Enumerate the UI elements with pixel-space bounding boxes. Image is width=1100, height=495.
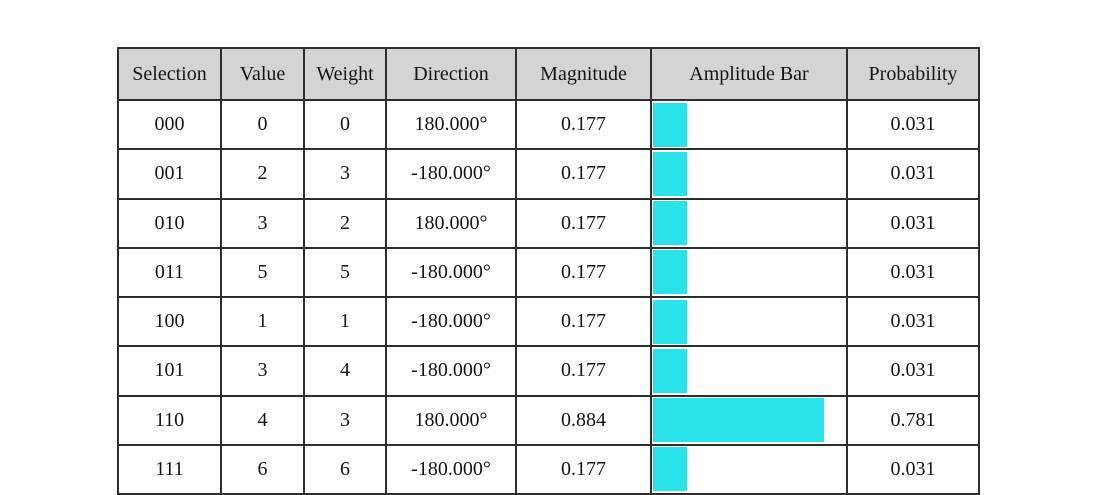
cell-direction: -180.000° xyxy=(385,148,517,200)
cell-amplitude-bar xyxy=(650,246,848,299)
cell-magnitude: 0.177 xyxy=(515,148,652,200)
cell-amplitude-bar xyxy=(650,443,848,495)
cell-value: 2 xyxy=(220,148,305,200)
cell-value: 6 xyxy=(220,443,305,495)
cell-amplitude-bar xyxy=(650,197,848,249)
col-header-amplitude_bar: Amplitude Bar xyxy=(650,47,848,101)
col-header-value: Value xyxy=(220,47,305,101)
cell-direction: -180.000° xyxy=(385,345,517,397)
cell-value: 4 xyxy=(220,394,305,446)
cell-direction: 180.000° xyxy=(385,394,517,446)
cell-selection: 100 xyxy=(117,295,222,348)
cell-value: 5 xyxy=(220,246,305,299)
cell-selection: 010 xyxy=(117,197,222,249)
cell-amplitude-bar xyxy=(650,394,848,446)
cell-probability: 0.781 xyxy=(846,394,980,446)
col-header-magnitude: Magnitude xyxy=(515,47,652,101)
cell-selection: 111 xyxy=(117,443,222,495)
cell-probability: 0.031 xyxy=(846,148,980,200)
cell-probability: 0.031 xyxy=(846,443,980,495)
table-row: 011 5 5 -180.000° 0.177 0.031 xyxy=(117,246,980,299)
col-header-probability: Probability xyxy=(846,47,980,101)
amplitude-table: Selection Value Weight Direction Magnitude Am… xyxy=(117,47,980,495)
cell-magnitude: 0.177 xyxy=(515,197,652,249)
cell-weight: 4 xyxy=(303,345,387,397)
cell-value: 3 xyxy=(220,345,305,397)
table-row: 001 2 3 -180.000° 0.177 0.031 xyxy=(117,148,980,200)
amplitude-bar xyxy=(653,250,688,295)
cell-weight: 2 xyxy=(303,197,387,249)
cell-direction: -180.000° xyxy=(385,246,517,299)
cell-probability: 0.031 xyxy=(846,295,980,348)
cell-value: 0 xyxy=(220,98,305,151)
cell-direction: 180.000° xyxy=(385,197,517,249)
cell-amplitude-bar xyxy=(650,148,848,200)
cell-probability: 0.031 xyxy=(846,246,980,299)
col-header-weight: Weight xyxy=(303,47,387,101)
table-row: 000 0 0 180.000° 0.177 0.031 xyxy=(117,98,980,151)
cell-direction: 180.000° xyxy=(385,98,517,151)
cell-weight: 3 xyxy=(303,148,387,200)
cell-amplitude-bar xyxy=(650,98,848,151)
cell-weight: 5 xyxy=(303,246,387,299)
table-row: 010 3 2 180.000° 0.177 0.031 xyxy=(117,197,980,249)
cell-probability: 0.031 xyxy=(846,345,980,397)
cell-value: 3 xyxy=(220,197,305,249)
table-row: 111 6 6 -180.000° 0.177 0.031 xyxy=(117,443,980,495)
cell-magnitude: 0.177 xyxy=(515,295,652,348)
cell-direction: -180.000° xyxy=(385,295,517,348)
amplitude-bar xyxy=(653,299,688,344)
amplitude-bar xyxy=(653,151,688,196)
amplitude-bar xyxy=(653,447,688,492)
cell-magnitude: 0.884 xyxy=(515,394,652,446)
cell-selection: 110 xyxy=(117,394,222,446)
cell-selection: 000 xyxy=(117,98,222,151)
col-header-direction: Direction xyxy=(385,47,517,101)
cell-weight: 6 xyxy=(303,443,387,495)
cell-selection: 011 xyxy=(117,246,222,299)
cell-amplitude-bar xyxy=(650,295,848,348)
cell-weight: 1 xyxy=(303,295,387,348)
cell-probability: 0.031 xyxy=(846,197,980,249)
amplitude-bar xyxy=(653,102,688,147)
cell-magnitude: 0.177 xyxy=(515,345,652,397)
cell-weight: 0 xyxy=(303,98,387,151)
table-row: 110 4 3 180.000° 0.884 0.781 xyxy=(117,394,980,446)
amplitude-bar xyxy=(653,201,688,246)
cell-amplitude-bar xyxy=(650,345,848,397)
amplitude-bar xyxy=(653,348,688,393)
cell-direction: -180.000° xyxy=(385,443,517,495)
cell-selection: 001 xyxy=(117,148,222,200)
table-header-row: Selection Value Weight Direction Magnitude Am… xyxy=(117,47,980,101)
cell-selection: 101 xyxy=(117,345,222,397)
cell-probability: 0.031 xyxy=(846,98,980,151)
cell-weight: 3 xyxy=(303,394,387,446)
col-header-selection: Selection xyxy=(117,47,222,101)
cell-value: 1 xyxy=(220,295,305,348)
amplitude-bar xyxy=(653,398,825,443)
table-row: 100 1 1 -180.000° 0.177 0.031 xyxy=(117,295,980,348)
cell-magnitude: 0.177 xyxy=(515,246,652,299)
table-row: 101 3 4 -180.000° 0.177 0.031 xyxy=(117,345,980,397)
cell-magnitude: 0.177 xyxy=(515,443,652,495)
cell-magnitude: 0.177 xyxy=(515,98,652,151)
